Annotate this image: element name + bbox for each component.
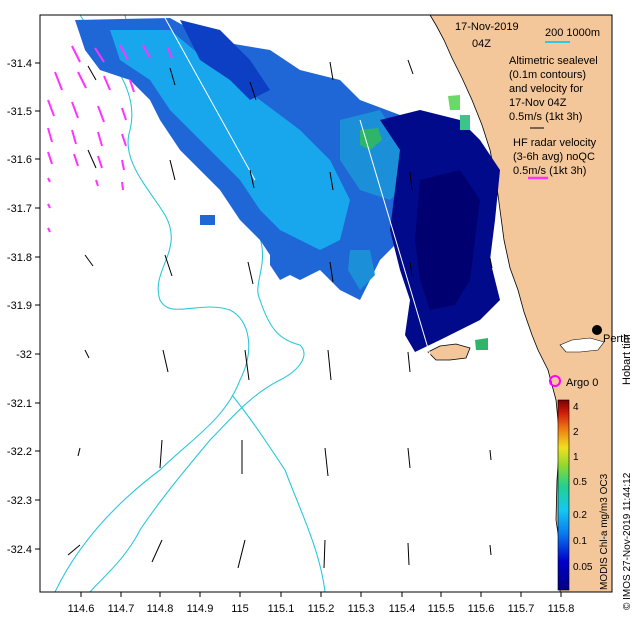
plot-frame xyxy=(39,14,613,593)
y-axis: -31.4 -31.5 -31.6 -31.7 -31.8 -31.9 -32 … xyxy=(7,58,40,556)
svg-text:-32: -32 xyxy=(16,349,32,361)
altimetric-legend: Altimetric sealevel (0.1m contours) and … xyxy=(509,55,598,123)
colorbar-title: MODIS Chl-a mg/m3 OC3 xyxy=(599,473,610,590)
altimetry-velocity-vectors xyxy=(67,59,493,569)
svg-text:2: 2 xyxy=(573,427,579,438)
svg-text:1: 1 xyxy=(573,452,579,463)
svg-text:115.6: 115.6 xyxy=(468,603,495,615)
svg-text:-31.7: -31.7 xyxy=(7,203,32,215)
svg-text:and velocity for: and velocity for xyxy=(509,83,583,95)
argo-marker xyxy=(549,375,561,387)
svg-text:0.5: 0.5 xyxy=(573,477,587,488)
svg-text:0.05: 0.05 xyxy=(573,562,593,573)
perth-marker xyxy=(592,325,602,335)
svg-text:-32.2: -32.2 xyxy=(7,446,32,458)
svg-text:(3-6h avg) noQC: (3-6h avg) noQC xyxy=(513,151,595,163)
colorbar xyxy=(557,399,570,591)
svg-text:HF radar velocity: HF radar velocity xyxy=(513,137,597,149)
svg-text:114.6: 114.6 xyxy=(68,603,95,615)
argo-label: Argo 0 xyxy=(566,377,598,389)
svg-text:115.1: 115.1 xyxy=(268,603,295,615)
satellite-track xyxy=(164,17,431,356)
bathy-legend: 200 1000m xyxy=(545,27,600,39)
svg-text:-32.3: -32.3 xyxy=(7,495,32,507)
svg-text:Altimetric sealevel: Altimetric sealevel xyxy=(509,55,598,67)
perth-label: Perth xyxy=(603,333,629,345)
svg-text:115.4: 115.4 xyxy=(389,603,416,615)
rottnest-island xyxy=(427,343,471,361)
hobart-time-label: Hobart tim xyxy=(621,334,633,385)
svg-text:-32.4: -32.4 xyxy=(7,544,32,556)
svg-text:(0.1m contours): (0.1m contours) xyxy=(509,69,586,81)
svg-text:-31.5: -31.5 xyxy=(7,106,32,118)
svg-text:-31.9: -31.9 xyxy=(7,300,32,312)
svg-text:0.2: 0.2 xyxy=(573,510,587,521)
svg-text:115.2: 115.2 xyxy=(308,603,335,615)
svg-text:115.3: 115.3 xyxy=(348,603,375,615)
x-axis: 114.6 114.7 114.8 114.9 115 115.1 115.2 … xyxy=(68,592,575,615)
svg-text:114.7: 114.7 xyxy=(108,603,135,615)
svg-text:114.8: 114.8 xyxy=(147,603,174,615)
colorbar-ticks: 0.05 0.1 0.2 0.5 1 2 4 xyxy=(573,402,593,573)
svg-text:115.7: 115.7 xyxy=(508,603,535,615)
date-line2: 04Z xyxy=(472,38,491,50)
svg-text:-31.4: -31.4 xyxy=(7,58,32,70)
svg-text:-31.8: -31.8 xyxy=(7,252,32,264)
svg-text:-32.1: -32.1 xyxy=(7,398,32,410)
svg-text:0.5m/s (1kt 3h): 0.5m/s (1kt 3h) xyxy=(513,165,586,177)
svg-text:115.8: 115.8 xyxy=(548,603,575,615)
hf-legend: HF radar velocity (3-6h avg) noQC 0.5m/s… xyxy=(513,137,597,177)
svg-text:-31.6: -31.6 xyxy=(7,154,32,166)
svg-text:4: 4 xyxy=(573,402,579,413)
svg-text:114.9: 114.9 xyxy=(187,603,214,615)
svg-text:17-Nov 04Z: 17-Nov 04Z xyxy=(509,97,567,109)
estuary xyxy=(559,337,605,353)
hf-radar-vectors xyxy=(47,44,173,233)
svg-text:0.5m/s (1kt 3h): 0.5m/s (1kt 3h) xyxy=(509,111,582,123)
svg-text:115: 115 xyxy=(231,603,249,615)
svg-text:0.1: 0.1 xyxy=(573,536,587,547)
svg-text:115.5: 115.5 xyxy=(428,603,455,615)
date-line1: 17-Nov-2019 xyxy=(455,21,519,33)
chlorophyll-field xyxy=(75,18,500,352)
credit-label: © IMOS 27-Nov-2019 11:44:12 xyxy=(622,472,633,610)
